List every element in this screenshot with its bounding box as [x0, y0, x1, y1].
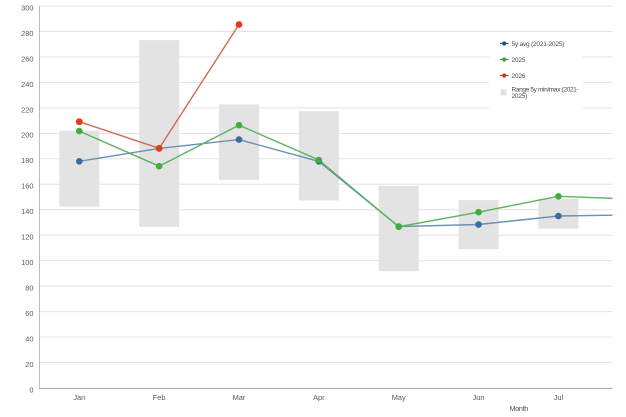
- svg-text:180: 180: [21, 156, 33, 165]
- svg-text:Range 5y min/max (2021-: Range 5y min/max (2021-: [512, 86, 579, 93]
- svg-text:20: 20: [25, 360, 33, 369]
- svg-text:120: 120: [21, 233, 33, 242]
- svg-text:80: 80: [25, 284, 33, 293]
- svg-text:May: May: [392, 393, 406, 402]
- svg-text:260: 260: [21, 54, 33, 63]
- svg-text:160: 160: [21, 182, 33, 191]
- svg-text:Jan: Jan: [73, 393, 85, 402]
- svg-text:300: 300: [21, 3, 33, 12]
- svg-text:Jun: Jun: [473, 393, 485, 402]
- svg-text:280: 280: [21, 29, 33, 38]
- svg-text:2025: 2025: [512, 57, 526, 64]
- svg-text:200: 200: [21, 131, 33, 140]
- svg-text:2025): 2025): [512, 93, 528, 100]
- svg-text:40: 40: [25, 334, 33, 343]
- svg-text:Mar: Mar: [233, 393, 246, 402]
- svg-text:100: 100: [21, 258, 33, 267]
- svg-text:220: 220: [21, 105, 33, 114]
- svg-text:60: 60: [25, 309, 33, 318]
- svg-text:Feb: Feb: [153, 393, 166, 402]
- svg-text:2026: 2026: [512, 73, 526, 80]
- svg-text:Month: Month: [509, 404, 528, 413]
- svg-text:Apr: Apr: [313, 393, 325, 402]
- svg-text:0: 0: [29, 385, 33, 394]
- svg-text:140: 140: [21, 207, 33, 216]
- svg-text:5y avg (2021-2025): 5y avg (2021-2025): [512, 41, 565, 48]
- svg-text:240: 240: [21, 80, 33, 89]
- svg-text:Jul: Jul: [554, 393, 564, 402]
